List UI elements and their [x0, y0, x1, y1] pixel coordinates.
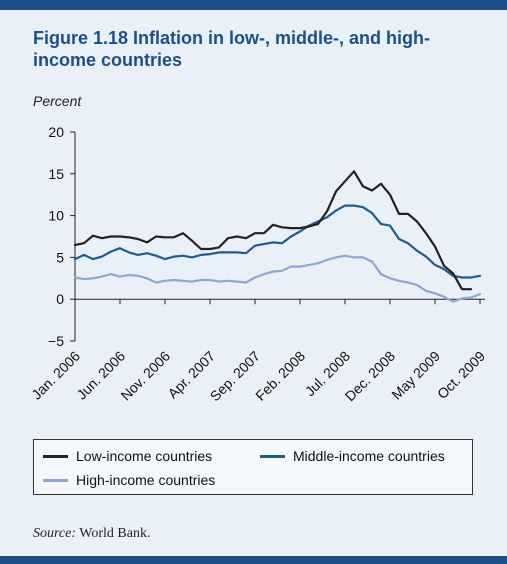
series-line-high-income [73, 254, 482, 303]
legend-label-middle-income: Middle-income countries [293, 448, 445, 464]
series-line-low-income [73, 170, 473, 291]
y-tick-label: 10 [48, 208, 64, 224]
legend-item-middle-income: Middle-income countries [260, 448, 445, 464]
legend-swatch-middle-income [260, 454, 285, 458]
x-tick-label: Dec. 2008 [342, 348, 399, 405]
y-tick-label: 5 [56, 249, 64, 265]
series-line-middle-income [73, 204, 482, 279]
source-text: World Bank. [79, 526, 151, 541]
legend-label-high-income: High-income countries [76, 472, 216, 488]
figure-title: Figure 1.18 Inflation in low-, middle-, … [33, 28, 431, 70]
source-prefix: Source: [33, 526, 77, 541]
chart-legend: Low-income countries Middle-income count… [33, 439, 473, 495]
x-tick-label: Nov. 2006 [117, 348, 173, 404]
y-tick-label: 20 [48, 124, 64, 140]
unit-label: Percent [33, 93, 82, 109]
legend-label-low-income: Low-income countries [76, 448, 213, 464]
x-tick-label: Oct. 2009 [434, 348, 488, 402]
y-tick-label: 15 [48, 166, 64, 182]
y-tick-label: 0 [56, 291, 64, 307]
x-tick-label: Feb. 2008 [252, 348, 308, 404]
x-tick-label: May 2009 [388, 348, 443, 403]
legend-swatch-low-income [43, 454, 68, 458]
y-tick-label: −5 [48, 333, 64, 349]
bottom-accent-bar [0, 556, 507, 564]
legend-item-high-income: High-income countries [43, 472, 215, 488]
legend-item-low-income: Low-income countries [43, 448, 212, 464]
source-note: Source: World Bank. [33, 526, 150, 542]
top-accent-bar [0, 0, 507, 10]
legend-swatch-high-income [43, 478, 68, 482]
